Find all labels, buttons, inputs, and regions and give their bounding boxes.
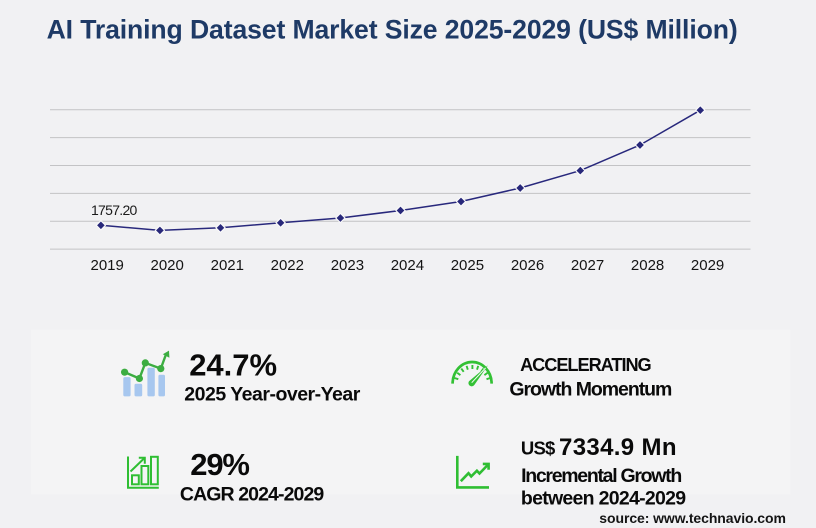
svg-text:2019: 2019 [91, 257, 124, 274]
svg-text:between 2024-2029: between 2024-2029 [521, 487, 686, 509]
svg-text:2024: 2024 [391, 257, 424, 274]
svg-text:source: www.technavio.com: source: www.technavio.com [599, 510, 786, 526]
svg-text:CAGR 2024-2029: CAGR 2024-2029 [180, 484, 325, 506]
svg-text:US$: US$ [521, 438, 556, 459]
svg-text:2020: 2020 [151, 257, 184, 274]
svg-text:2021: 2021 [211, 257, 244, 274]
svg-text:2025: 2025 [451, 257, 484, 274]
svg-text:2022: 2022 [271, 257, 304, 274]
svg-text:1757.20: 1757.20 [91, 202, 138, 218]
svg-text:2028: 2028 [631, 257, 664, 274]
svg-text:AI Training Dataset Market Siz: AI Training Dataset Market Size 2025-202… [47, 14, 738, 44]
svg-text:2026: 2026 [511, 257, 544, 274]
svg-text:2029: 2029 [691, 257, 724, 274]
svg-text:7334.9 Mn: 7334.9 Mn [559, 434, 677, 461]
svg-text:24.7%: 24.7% [189, 348, 277, 383]
svg-text:2023: 2023 [331, 257, 364, 274]
svg-text:ACCELERATING: ACCELERATING [520, 355, 651, 375]
svg-text:2027: 2027 [571, 257, 604, 274]
svg-text:Growth Momentum: Growth Momentum [509, 378, 672, 400]
svg-text:2025 Year-over-Year: 2025 Year-over-Year [184, 384, 360, 406]
svg-text:29%: 29% [190, 447, 249, 482]
svg-text:Incremental Growth: Incremental Growth [521, 465, 681, 487]
